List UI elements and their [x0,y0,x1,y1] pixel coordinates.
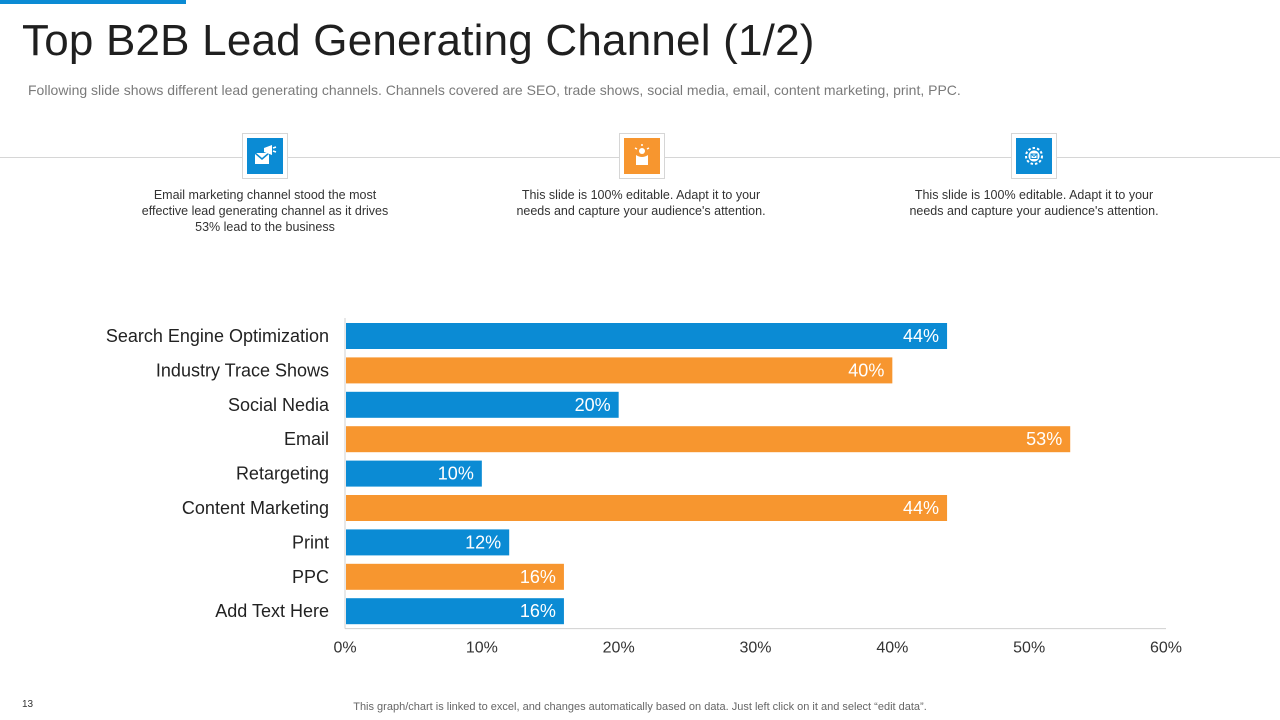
data-label: 44% [903,498,939,518]
data-label: 44% [903,326,939,346]
page-subtitle: Following slide shows different lead gen… [28,82,961,98]
card-text: This slide is 100% editable. Adapt it to… [909,188,1159,218]
bar[interactable] [346,323,948,349]
data-label: 53% [1026,429,1062,449]
x-tick-label: 40% [876,640,908,657]
category-label: Social Nedia [228,395,330,415]
bar[interactable] [346,357,893,384]
category-label: PPC [292,567,329,587]
footnote: This graph/chart is linked to excel, and… [353,701,927,713]
x-tick-label: 60% [1150,640,1182,657]
x-tick-label: 10% [466,640,498,657]
x-tick-label: 30% [739,640,771,657]
bar[interactable] [346,529,510,556]
idea-hand-icon [624,138,660,174]
megaphone-icon [247,138,283,174]
bar[interactable] [346,391,619,418]
category-label: Content Marketing [182,498,329,518]
category-label: Retargeting [236,464,329,484]
data-label: 20% [575,395,611,415]
bar[interactable] [346,563,564,590]
bar[interactable] [346,598,564,625]
category-label: Add Text Here [215,601,329,621]
data-label: 40% [848,360,884,380]
bar[interactable] [346,495,948,521]
x-tick-label: 0% [333,640,356,657]
top-accent-bar [0,0,186,4]
card-icon-box [619,133,665,179]
data-label: 16% [520,601,556,621]
bar[interactable] [346,460,482,487]
data-label: 10% [438,464,474,484]
category-label: Industry Trace Shows [156,360,329,380]
x-tick-label: 20% [603,640,635,657]
card-icon-box [242,133,288,179]
category-label: Search Engine Optimization [106,326,329,346]
category-label: Email [284,429,329,449]
card-icon-box [1011,133,1057,179]
page-number: 13 [22,699,34,710]
category-label: Print [292,532,329,552]
data-label: 12% [465,532,501,552]
bar[interactable] [346,426,1071,453]
gear-email-icon [1016,138,1052,174]
card-text: This slide is 100% editable. Adapt it to… [516,188,766,218]
x-tick-label: 50% [1013,640,1045,657]
data-label: 16% [520,567,556,587]
card-text: Email marketing channel stood the most e… [141,188,389,234]
page-title: Top B2B Lead Generating Channel (1/2) [22,16,815,65]
bar-chart[interactable]: 0% 10% 20% 30% 40% 50% 60% Search Engine Optimi… [0,300,1280,670]
